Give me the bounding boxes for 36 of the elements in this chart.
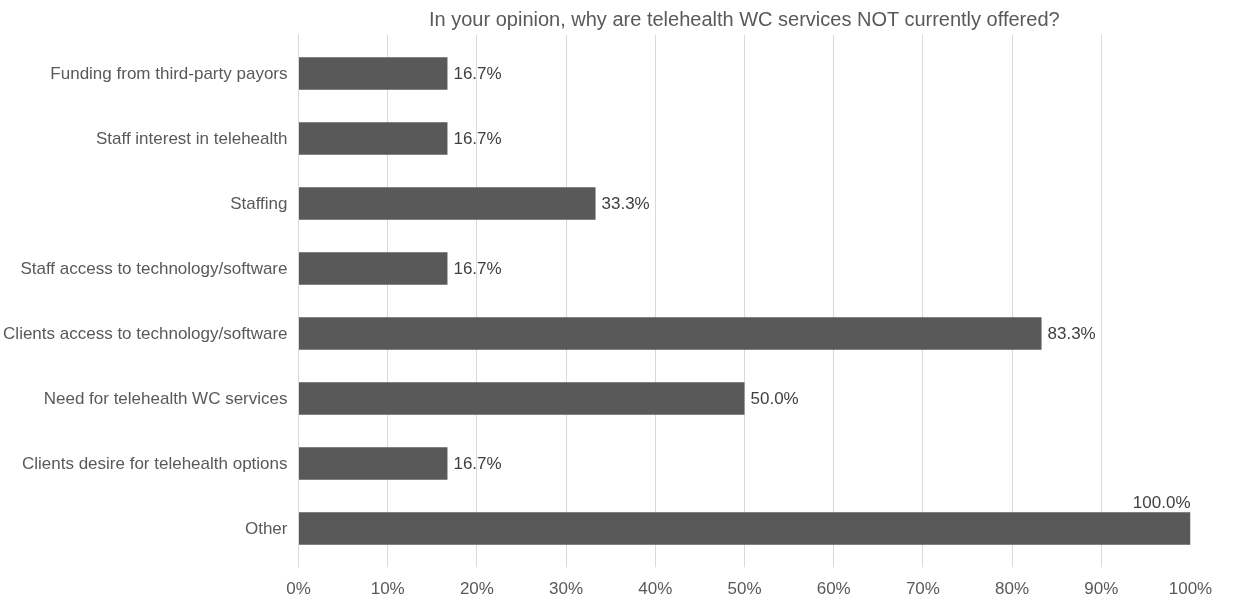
x-tick-label: 50%: [727, 578, 762, 598]
y-tick-label: Other: [244, 519, 288, 538]
x-tick-label: 80%: [995, 578, 1030, 598]
x-tick-label: 20%: [459, 578, 494, 598]
bar: [298, 122, 448, 155]
x-tick-label: 60%: [816, 578, 851, 598]
bar: [298, 57, 448, 90]
x-tick-label: 30%: [549, 578, 584, 598]
x-tick-label: 70%: [905, 578, 940, 598]
x-tick-label: 100%: [1168, 578, 1213, 598]
data-label: 16.7%: [453, 64, 502, 83]
data-label: 16.7%: [453, 129, 502, 148]
y-tick-label: Staff access to technology/software: [20, 259, 288, 278]
x-tick-label: 40%: [638, 578, 673, 598]
data-label: 33.3%: [601, 194, 650, 213]
bar: [298, 252, 448, 285]
x-tick-label: 10%: [370, 578, 405, 598]
y-tick-label: Need for telehealth WC services: [43, 389, 288, 408]
y-tick-label: Staff interest in telehealth: [95, 129, 288, 148]
bar: [298, 382, 745, 415]
data-label: 50.0%: [750, 389, 799, 408]
y-tick-label: Clients desire for telehealth options: [21, 454, 288, 473]
data-label: 83.3%: [1047, 324, 1096, 343]
chart-title: In your opinion, why are telehealth WC services NOT currently offered?: [428, 7, 1060, 30]
y-tick-label: Clients access to technology/software: [3, 324, 288, 343]
y-tick-label: Funding from third-party payors: [50, 64, 288, 83]
x-tick-label: 90%: [1084, 578, 1119, 598]
data-label: 16.7%: [453, 454, 502, 473]
y-tick-label: Staffing: [230, 194, 288, 213]
x-tick-label: 0%: [286, 578, 311, 598]
bar: [298, 512, 1191, 545]
data-label: 16.7%: [453, 259, 502, 278]
data-label: 100.0%: [1132, 493, 1191, 513]
bar: [298, 317, 1042, 350]
bar: [298, 447, 448, 480]
bar: [298, 187, 596, 220]
